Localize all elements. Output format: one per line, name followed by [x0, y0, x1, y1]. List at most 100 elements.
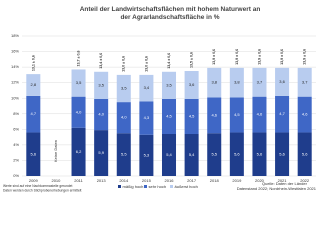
chart: Anteil der Landwirtschaftsflächen mit ho…: [3, 6, 317, 193]
value-label: 5,6: [257, 151, 263, 156]
source-note: Datenstand 2022; Nordrhein-Westfalen 202…: [237, 186, 317, 191]
y-tick-label: 2%: [13, 158, 19, 163]
value-label: 4,6: [302, 112, 308, 117]
total-label: 13,7 ± 0,6: [76, 50, 80, 66]
value-label: 5,4: [166, 152, 172, 157]
total-label: 13,4 ± 0,6: [99, 53, 103, 69]
bar-segment: [184, 71, 199, 99]
y-tick-label: 18%: [11, 33, 19, 38]
total-label: 13,9 ± 0,6: [235, 49, 239, 65]
total-label: 13,1 ± 0,6: [31, 55, 35, 71]
bar-segment: [229, 67, 244, 98]
bar-segment: [161, 99, 177, 134]
total-label: 13,4 ± 0,6: [167, 53, 171, 69]
bar-segment: [207, 133, 222, 176]
value-label: 4,7: [279, 111, 285, 116]
y-tick-label: 6%: [13, 126, 19, 131]
bar-segment: [116, 74, 131, 103]
bar-segment: [297, 67, 312, 97]
bar-segment: [297, 96, 312, 133]
legend-label: äußerst hoch: [175, 184, 198, 189]
bar-segment: [275, 95, 290, 133]
value-label: 5,9: [98, 150, 104, 155]
bar-segment: [229, 132, 244, 176]
source: Quelle: Daten der Länder: [262, 181, 308, 186]
legend-swatch: [144, 185, 147, 188]
chart-title: Anteil der Landwirtschaftsflächen mit ho…: [80, 6, 261, 21]
value-label: 3,8: [211, 80, 217, 85]
bar-segment: [161, 134, 177, 176]
value-label: 3,6: [189, 82, 195, 87]
y-tick-label: 8%: [13, 111, 19, 116]
y-tick-label: 14%: [11, 64, 19, 69]
bar-segment: [116, 133, 131, 176]
value-label: 4,6: [257, 112, 263, 117]
value-label: 5,6: [31, 151, 37, 156]
y-tick-label: 0%: [13, 173, 19, 178]
bar-segment: [71, 127, 86, 176]
value-label: 4,5: [166, 114, 172, 119]
value-label: 5,5: [121, 152, 127, 157]
bar-segment: [94, 130, 109, 176]
legend-swatch: [118, 185, 121, 188]
value-label: 3,5: [98, 82, 104, 87]
bar-segment: [207, 97, 222, 134]
x-tick-label: 2015: [142, 178, 152, 183]
bar-segment: [139, 101, 154, 135]
x-tick-label: 2011: [74, 178, 83, 183]
value-label: 4,7: [31, 111, 37, 116]
value-label: 3,8: [234, 80, 240, 85]
missing-label: Keine Daten: [53, 140, 58, 162]
bar-segment: [71, 69, 86, 97]
bar-segment: [26, 132, 41, 176]
bar-segment: [139, 134, 154, 176]
bar-segment: [207, 67, 222, 98]
x-tick-label: 2010: [51, 178, 61, 183]
note: Daten werden durch Stichprobenerhebungen…: [3, 188, 82, 192]
value-label: 4,5: [189, 114, 195, 119]
total-label: 13,9 ± 0,6: [257, 49, 261, 65]
x-tick-label: 2021: [278, 178, 288, 183]
value-label: 3,5: [76, 80, 82, 85]
value-label: 4,0: [121, 115, 127, 120]
bar-segment: [139, 74, 154, 102]
bar-segment: [26, 95, 41, 133]
x-tick-label: 2022: [300, 178, 310, 183]
value-label: 3,5: [121, 86, 127, 91]
note: Werte sind auf eine Nachkommastelle geru…: [3, 184, 72, 188]
value-label: 5,6: [302, 151, 308, 156]
bar-segment: [275, 132, 290, 176]
bar-segment: [161, 71, 177, 99]
total-label: 13,9 ± 0,6: [212, 49, 216, 65]
value-label: 3,6: [279, 79, 285, 84]
x-tick-label: 2018: [210, 178, 220, 183]
value-label: 5,6: [234, 151, 240, 156]
y-tick-label: 12%: [11, 80, 19, 85]
page: Anteil der Landwirtschaftsflächen mit ho…: [3, 5, 317, 193]
legend-label: sehr hoch: [149, 184, 167, 189]
bar-segment: [71, 96, 86, 128]
bar-segment: [94, 99, 109, 131]
value-label: 4,3: [144, 115, 150, 120]
bar-segment: [94, 71, 109, 99]
value-label: 5,3: [144, 152, 150, 157]
bar-segment: [275, 67, 290, 96]
value-label: 5,5: [211, 152, 217, 157]
value-label: 3,4: [144, 85, 150, 90]
total-label: 13,9 ± 0,6: [303, 49, 307, 65]
bar-segment: [184, 134, 199, 176]
bar-segment: [252, 96, 267, 133]
total-label: 13,5 ± 0,6: [190, 52, 194, 68]
y-tick-label: 16%: [11, 49, 19, 54]
value-label: 3,7: [302, 79, 308, 84]
value-label: 5,6: [279, 151, 285, 156]
bar-segment: [297, 132, 312, 176]
total-label: 13,9 ± 0,6: [280, 49, 284, 65]
legend-swatch: [170, 185, 173, 188]
y-tick-label: 10%: [11, 95, 19, 100]
value-label: 6,2: [76, 149, 82, 154]
x-tick-label: 2014: [119, 178, 129, 183]
x-tick-label: 2017: [187, 178, 197, 183]
x-tick-label: 2020: [255, 178, 265, 183]
y-tick-label: 4%: [13, 142, 19, 147]
